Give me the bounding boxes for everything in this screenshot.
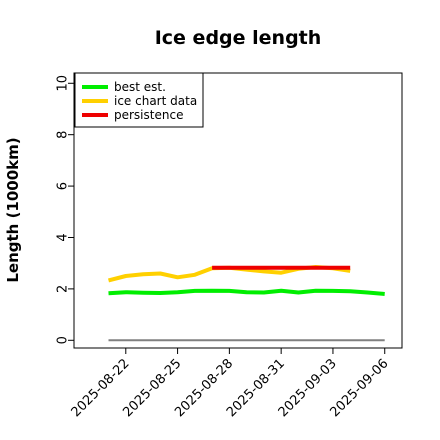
x-axis: 2025-08-222025-08-252025-08-282025-08-31… <box>69 348 392 420</box>
chart-title: Ice edge length <box>155 27 322 49</box>
y-tick-label: 2 <box>56 285 71 293</box>
series-line-best-est <box>108 288 385 296</box>
y-axis-label: Length (1000km) <box>4 137 22 282</box>
y-tick-label: 10 <box>56 75 71 92</box>
y-tick-label: 0 <box>56 336 71 344</box>
legend-label: best est. <box>114 80 166 94</box>
y-axis: 0 2 4 6 8 10 <box>56 75 74 344</box>
y-tick-label: 8 <box>56 131 71 139</box>
y-tick-label: 4 <box>56 233 71 241</box>
legend-label: persistence <box>114 108 183 122</box>
series-layer <box>108 265 385 342</box>
y-tick-label: 6 <box>56 182 71 190</box>
plot-frame <box>73 72 403 349</box>
legend-label: ice chart data <box>114 94 197 108</box>
